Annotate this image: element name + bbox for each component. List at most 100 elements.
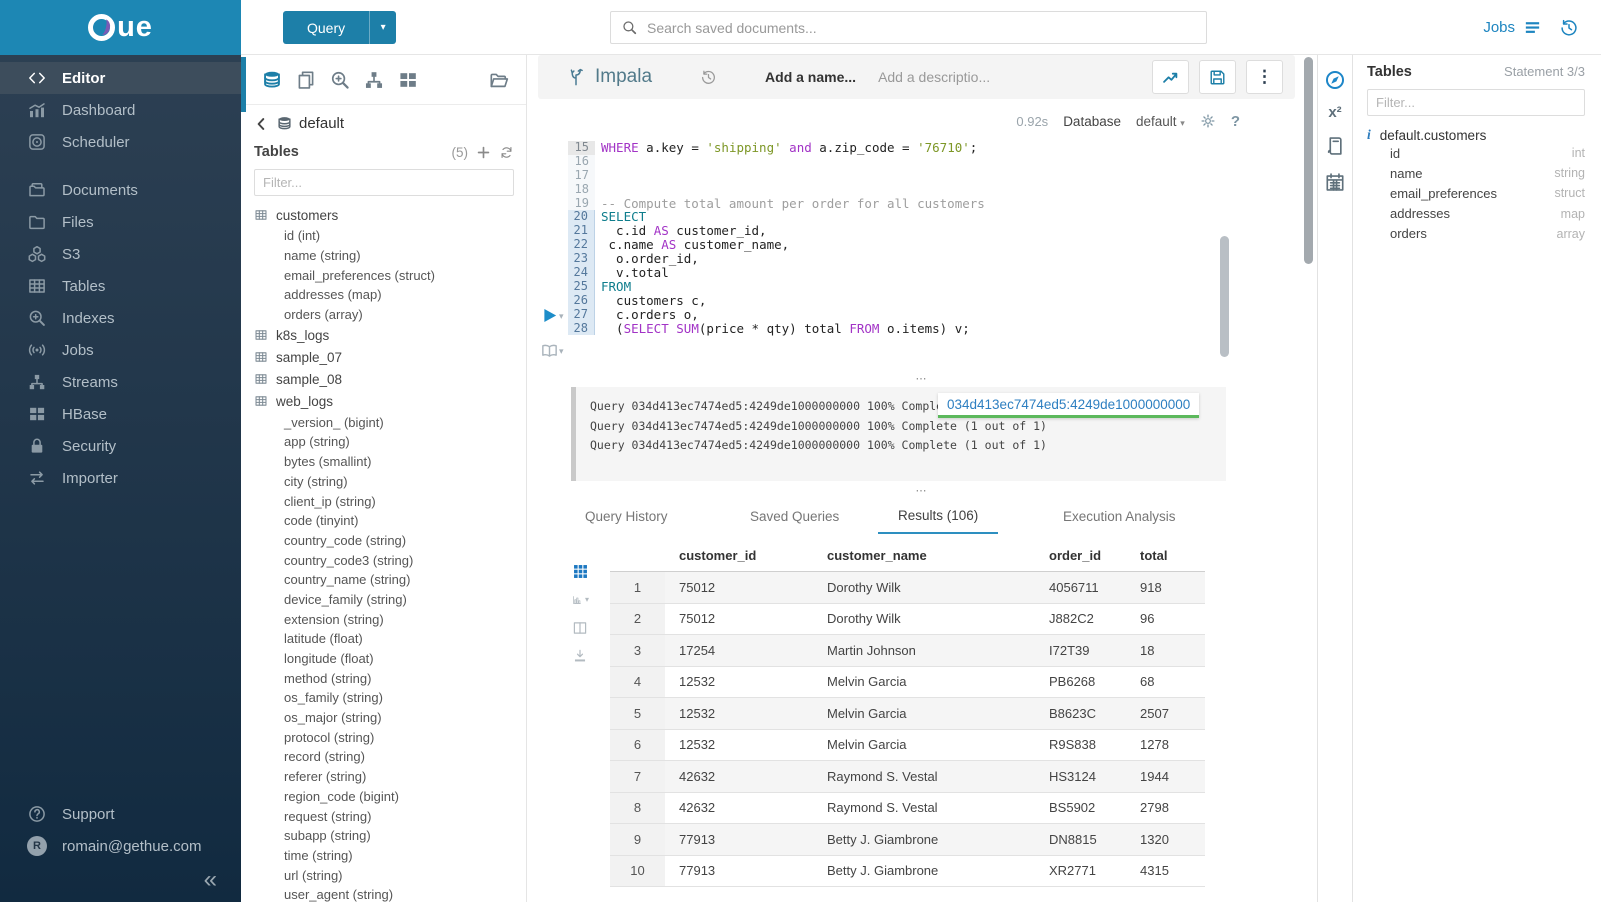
result-row-2[interactable]: 2 75012 Dorothy Wilk J882C2 96: [610, 603, 1205, 635]
database-selector[interactable]: default ▾: [1136, 114, 1185, 129]
table-column-name[interactable]: name string: [1367, 163, 1585, 183]
assist-column-region-code-bigint[interactable]: region_code (bigint): [254, 787, 514, 807]
assist-column-version-bigint[interactable]: _version_ (bigint): [254, 412, 514, 432]
documents-assist-icon[interactable]: [295, 69, 317, 91]
search-input[interactable]: [647, 19, 1196, 36]
assist-column-user-agent-string[interactable]: user_agent (string): [254, 885, 514, 902]
history-icon[interactable]: [1559, 18, 1579, 38]
presentation-mode-icon[interactable]: [540, 341, 559, 360]
sidebar-item-importer[interactable]: Importer: [0, 462, 241, 494]
chart-view-icon[interactable]: ▾: [572, 591, 589, 608]
sidebar-item-hbase[interactable]: HBase: [0, 398, 241, 430]
sidebar-item-jobs[interactable]: Jobs: [0, 334, 241, 366]
tab-saved-queries[interactable]: Saved Queries: [750, 508, 840, 524]
table-column-addresses[interactable]: addresses map: [1367, 204, 1585, 224]
assist-table-sample-08[interactable]: sample_08: [254, 368, 514, 390]
new-query-dropdown[interactable]: ▾: [369, 11, 397, 44]
assist-column-method-string[interactable]: method (string): [254, 668, 514, 688]
table-column-email-preferences[interactable]: email_preferences struct: [1367, 183, 1585, 203]
sidebar-item-editor[interactable]: Editor: [0, 62, 241, 94]
result-row-5[interactable]: 5 12532 Melvin Garcia B8623C 2507: [610, 697, 1205, 730]
main-scrollbar[interactable]: [1304, 57, 1313, 264]
assist-column-os-family-string[interactable]: os_family (string): [254, 688, 514, 708]
jobs-link[interactable]: Jobs: [1483, 18, 1542, 37]
assist-column-id-int[interactable]: id (int): [254, 226, 514, 246]
sidebar-item-tables[interactable]: Tables: [0, 270, 241, 302]
language-docs-icon[interactable]: [1324, 135, 1346, 157]
query-description-field[interactable]: Add a descriptio...: [878, 69, 991, 85]
query-name-field[interactable]: Add a name...: [765, 69, 857, 85]
query-history-icon[interactable]: [700, 69, 717, 86]
editor-assist-icon[interactable]: [1324, 69, 1346, 91]
editor-scrollbar[interactable]: [1220, 236, 1229, 357]
sidebar-item-indexes[interactable]: Indexes: [0, 302, 241, 334]
resize-handle-bottom[interactable]: ⋯: [915, 485, 929, 497]
result-row-3[interactable]: 3 17254 Martin Johnson I72T39 18: [610, 634, 1205, 667]
assist-column-record-string[interactable]: record (string): [254, 747, 514, 767]
assist-column-addresses-map[interactable]: addresses (map): [254, 285, 514, 305]
assist-column-device-family-string[interactable]: device_family (string): [254, 590, 514, 610]
assist-column-time-string[interactable]: time (string): [254, 846, 514, 866]
assist-column-latitude-float[interactable]: latitude (float): [254, 629, 514, 649]
more-actions-button[interactable]: ⋮: [1246, 60, 1283, 94]
results-header-customer-name[interactable]: customer_name: [813, 540, 1035, 572]
result-row-8[interactable]: 8 42632 Raymond S. Vestal BS5902 2798: [610, 792, 1205, 824]
document-search[interactable]: [610, 11, 1207, 44]
assist-column-orders-array[interactable]: orders (array): [254, 305, 514, 325]
sidebar-item-scheduler[interactable]: Scheduler: [0, 126, 241, 158]
chart-button[interactable]: [1152, 60, 1189, 94]
execute-dropdown-icon[interactable]: ▾: [559, 311, 564, 321]
assist-column-country-code-string[interactable]: country_code (string): [254, 531, 514, 551]
sidebar-item-security[interactable]: Security: [0, 430, 241, 462]
columns-view-icon[interactable]: [572, 619, 589, 636]
breadcrumb-database[interactable]: default: [299, 115, 345, 132]
code-editor[interactable]: 15 WHERE a.key = 'shipping' and a.zip_cod…: [527, 140, 1317, 391]
help-icon[interactable]: ?: [1230, 112, 1240, 130]
sidebar-item-s3[interactable]: S3: [0, 238, 241, 270]
refresh-icon[interactable]: [499, 145, 514, 160]
resize-handle-top[interactable]: ⋯: [915, 373, 929, 385]
collapse-sidebar-button[interactable]: «: [203, 866, 217, 893]
sitemap-assist-icon[interactable]: [363, 69, 385, 91]
sidebar-item-documents[interactable]: Documents: [0, 174, 241, 206]
assist-column-country-code3-string[interactable]: country_code3 (string): [254, 550, 514, 570]
assist-table-web-logs[interactable]: web_logs: [254, 390, 514, 412]
assist-column-client-ip-string[interactable]: client_ip (string): [254, 491, 514, 511]
assist-table-sample-07[interactable]: sample_07: [254, 346, 514, 368]
table-column-orders[interactable]: orders array: [1367, 224, 1585, 244]
user-menu[interactable]: R romain@gethue.com: [0, 830, 241, 862]
assist-column-os-major-string[interactable]: os_major (string): [254, 708, 514, 728]
right-filter-input[interactable]: [1367, 89, 1585, 116]
assist-column-name-string[interactable]: name (string): [254, 246, 514, 266]
assist-table-customers[interactable]: customers: [254, 204, 514, 226]
table-filter-input[interactable]: [254, 169, 514, 196]
assist-column-city-string[interactable]: city (string): [254, 472, 514, 492]
assist-column-email-preferences-struct[interactable]: email_preferences (struct): [254, 265, 514, 285]
assist-column-bytes-smallint[interactable]: bytes (smallint): [254, 452, 514, 472]
assist-column-url-string[interactable]: url (string): [254, 865, 514, 885]
result-row-7[interactable]: 7 42632 Raymond S. Vestal HS3124 1944: [610, 760, 1205, 793]
assist-column-subapp-string[interactable]: subapp (string): [254, 826, 514, 846]
result-row-10[interactable]: 10 77913 Betty J. Giambrone XR2771 4315: [610, 855, 1205, 887]
tab-execution-analysis[interactable]: Execution Analysis: [1063, 508, 1176, 524]
tab-query-history[interactable]: Query History: [585, 508, 668, 524]
back-chevron-icon[interactable]: [254, 116, 270, 132]
save-button[interactable]: [1199, 60, 1236, 94]
assist-table-k8s-logs[interactable]: k8s_logs: [254, 324, 514, 346]
settings-gear-icon[interactable]: [1200, 113, 1216, 129]
sidebar-item-files[interactable]: Files: [0, 206, 241, 238]
result-row-4[interactable]: 4 12532 Melvin Garcia PB6268 68: [610, 666, 1205, 698]
active-table-row[interactable]: i default.customers: [1367, 127, 1585, 143]
add-table-icon[interactable]: [476, 145, 491, 160]
results-header-total[interactable]: total: [1126, 540, 1205, 572]
assist-column-protocol-string[interactable]: protocol (string): [254, 727, 514, 747]
presentation-dropdown-icon[interactable]: ▾: [559, 346, 564, 356]
functions-icon[interactable]: x²: [1328, 104, 1342, 121]
assist-column-referer-string[interactable]: referer (string): [254, 767, 514, 787]
download-icon[interactable]: [572, 647, 589, 664]
folder-open-icon[interactable]: [488, 69, 510, 91]
table-column-id[interactable]: id int: [1367, 143, 1585, 163]
assist-column-extension-string[interactable]: extension (string): [254, 609, 514, 629]
schedule-icon[interactable]: [1324, 171, 1346, 193]
result-row-1[interactable]: 1 75012 Dorothy Wilk 4056711 918: [610, 571, 1205, 604]
